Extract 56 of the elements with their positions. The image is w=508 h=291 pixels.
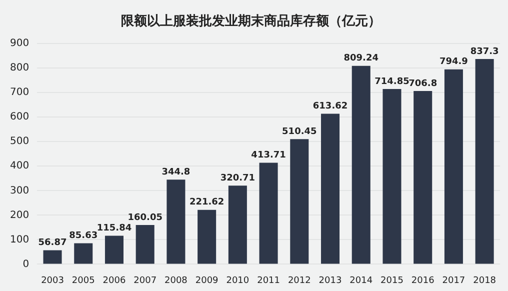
y-tick-label: 800	[10, 62, 30, 74]
chart-title: 限额以上服装批发业期末商品库存额（亿元）	[121, 13, 381, 30]
data-label: 56.87	[38, 238, 67, 248]
y-tick-label: 600	[10, 112, 30, 123]
x-tick-label: 2003	[41, 276, 64, 286]
x-tick-label: 2011	[257, 276, 280, 286]
x-tick-label: 2018	[473, 276, 496, 286]
y-tick-label: 200	[10, 210, 30, 221]
x-tick-label: 2008	[164, 276, 188, 286]
x-tick-label: 2016	[411, 276, 435, 286]
data-label: 706.8	[408, 78, 438, 89]
data-label: 613.62	[312, 102, 348, 112]
bar	[104, 236, 124, 264]
data-label: 221.62	[189, 198, 224, 208]
data-label: 320.71	[220, 173, 256, 184]
bar	[414, 90, 432, 264]
y-tick-label: 100	[10, 234, 30, 246]
y-tick-label: 400	[10, 160, 30, 172]
data-label: 809.24	[344, 54, 378, 64]
bar	[228, 186, 247, 264]
y-tick-label: 0	[22, 258, 30, 270]
data-label: 115.84	[96, 224, 132, 234]
x-tick-label: 2010	[226, 276, 250, 286]
data-label: 510.45	[282, 126, 317, 137]
data-label: 714.85	[374, 76, 410, 87]
bar	[166, 180, 186, 264]
y-tick-label: 700	[10, 87, 30, 98]
x-tick-label: 2015	[380, 276, 404, 286]
bar	[290, 139, 309, 264]
x-tick-label: 2013	[318, 276, 342, 286]
bar	[43, 250, 62, 264]
y-tick-label: 500	[10, 136, 30, 148]
bar	[74, 243, 93, 264]
data-label: 160.05	[128, 212, 162, 223]
x-tick-label: 2006	[102, 276, 126, 286]
x-tick-label: 2012	[288, 276, 311, 286]
bar	[352, 66, 370, 264]
x-tick-label: 2005	[72, 276, 95, 286]
y-tick-label: 900	[10, 38, 30, 50]
x-tick-label: 2017	[442, 276, 466, 286]
data-label: 794.9	[439, 57, 468, 68]
x-tick-label: 2009	[195, 276, 219, 286]
x-tick-label: 2014	[350, 276, 373, 286]
x-tick-label: 2007	[134, 276, 157, 286]
data-label: 413.71	[251, 150, 286, 161]
bar	[475, 58, 494, 264]
data-label: 837.3	[470, 46, 499, 57]
bar	[382, 88, 402, 264]
bar	[136, 224, 154, 264]
bar	[444, 69, 463, 264]
bar	[259, 162, 278, 264]
y-tick-label: 300	[10, 185, 30, 196]
data-label: 85.63	[69, 231, 98, 242]
bar	[321, 114, 340, 264]
bar	[198, 210, 216, 264]
data-label: 344.8	[162, 168, 190, 178]
